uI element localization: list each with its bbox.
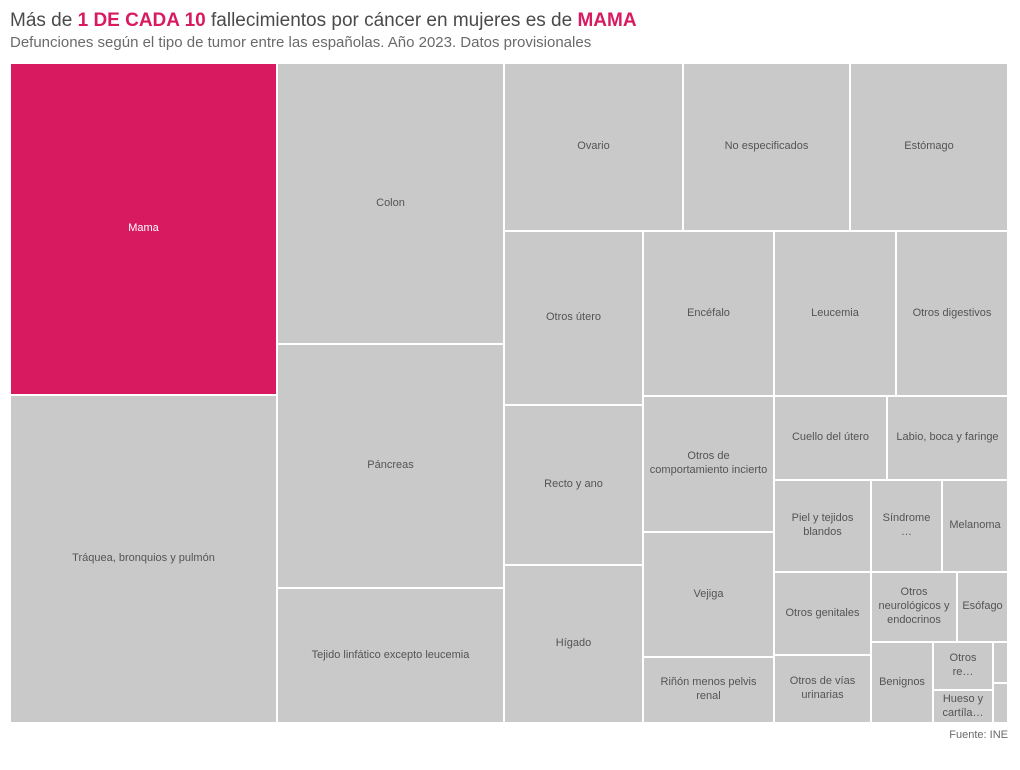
chart-footer: Fuente: INE — [10, 729, 1008, 741]
treemap-cell[interactable]: Otros neurológicos y endocrinos — [871, 572, 957, 642]
treemap-cell[interactable]: No especificados — [683, 63, 850, 231]
treemap-cell[interactable]: Esófago — [957, 572, 1008, 642]
treemap-cell[interactable]: Otros de vías urinarias — [774, 655, 871, 723]
page-title: Más de 1 DE CADA 10 fallecimientos por c… — [10, 10, 1010, 32]
treemap-cell[interactable]: Otros útero — [504, 231, 643, 405]
treemap-cell[interactable]: Tráquea, bronquios y pulmón — [10, 395, 277, 723]
treemap-cell[interactable]: Colon — [277, 63, 504, 344]
treemap-cell[interactable]: Recto y ano — [504, 405, 643, 565]
treemap-cell[interactable]: Tejido linfático excepto leucemia — [277, 588, 504, 723]
treemap-cell[interactable]: Encéfalo — [643, 231, 774, 396]
treemap-cell[interactable] — [993, 683, 1008, 723]
treemap-cell[interactable]: Otros genitales — [774, 572, 871, 655]
treemap-cell[interactable]: Labio, boca y faringe — [887, 396, 1008, 480]
treemap-cell[interactable]: Hueso y cartíla… — [933, 690, 993, 723]
treemap-chart: MamaTráquea, bronquios y pulmónColonPánc… — [10, 63, 1008, 723]
treemap-cell[interactable]: Hígado — [504, 565, 643, 723]
title-mid: fallecimientos por cáncer en mujeres es … — [206, 10, 578, 31]
title-pre: Más de — [10, 10, 78, 31]
treemap-cell[interactable]: Ovario — [504, 63, 683, 231]
treemap-cell[interactable]: Otros re… — [933, 642, 993, 690]
treemap-cell[interactable]: Leucemia — [774, 231, 896, 396]
treemap-cell[interactable]: Otros digestivos — [896, 231, 1008, 396]
treemap-cell[interactable]: Mama — [10, 63, 277, 395]
page-subtitle: Defunciones según el tipo de tumor entre… — [10, 34, 1010, 51]
treemap-cell[interactable]: Cuello del útero — [774, 396, 887, 480]
treemap-cell[interactable]: Vejiga — [643, 532, 774, 657]
treemap-cell[interactable]: Benignos — [871, 642, 933, 723]
treemap-cell[interactable]: Estómago — [850, 63, 1008, 231]
title-highlight-2: MAMA — [577, 10, 636, 31]
treemap-cell[interactable] — [993, 642, 1008, 683]
treemap-cell[interactable]: Otros de comportamiento incierto — [643, 396, 774, 532]
treemap-cell[interactable]: Páncreas — [277, 344, 504, 588]
treemap-cell[interactable]: Riñón menos pelvis renal — [643, 657, 774, 723]
title-highlight-1: 1 DE CADA 10 — [78, 10, 206, 31]
treemap-cell[interactable]: Melanoma — [942, 480, 1008, 572]
treemap-cell[interactable]: Piel y tejidos blandos — [774, 480, 871, 572]
treemap-cell[interactable]: Síndrome … — [871, 480, 942, 572]
